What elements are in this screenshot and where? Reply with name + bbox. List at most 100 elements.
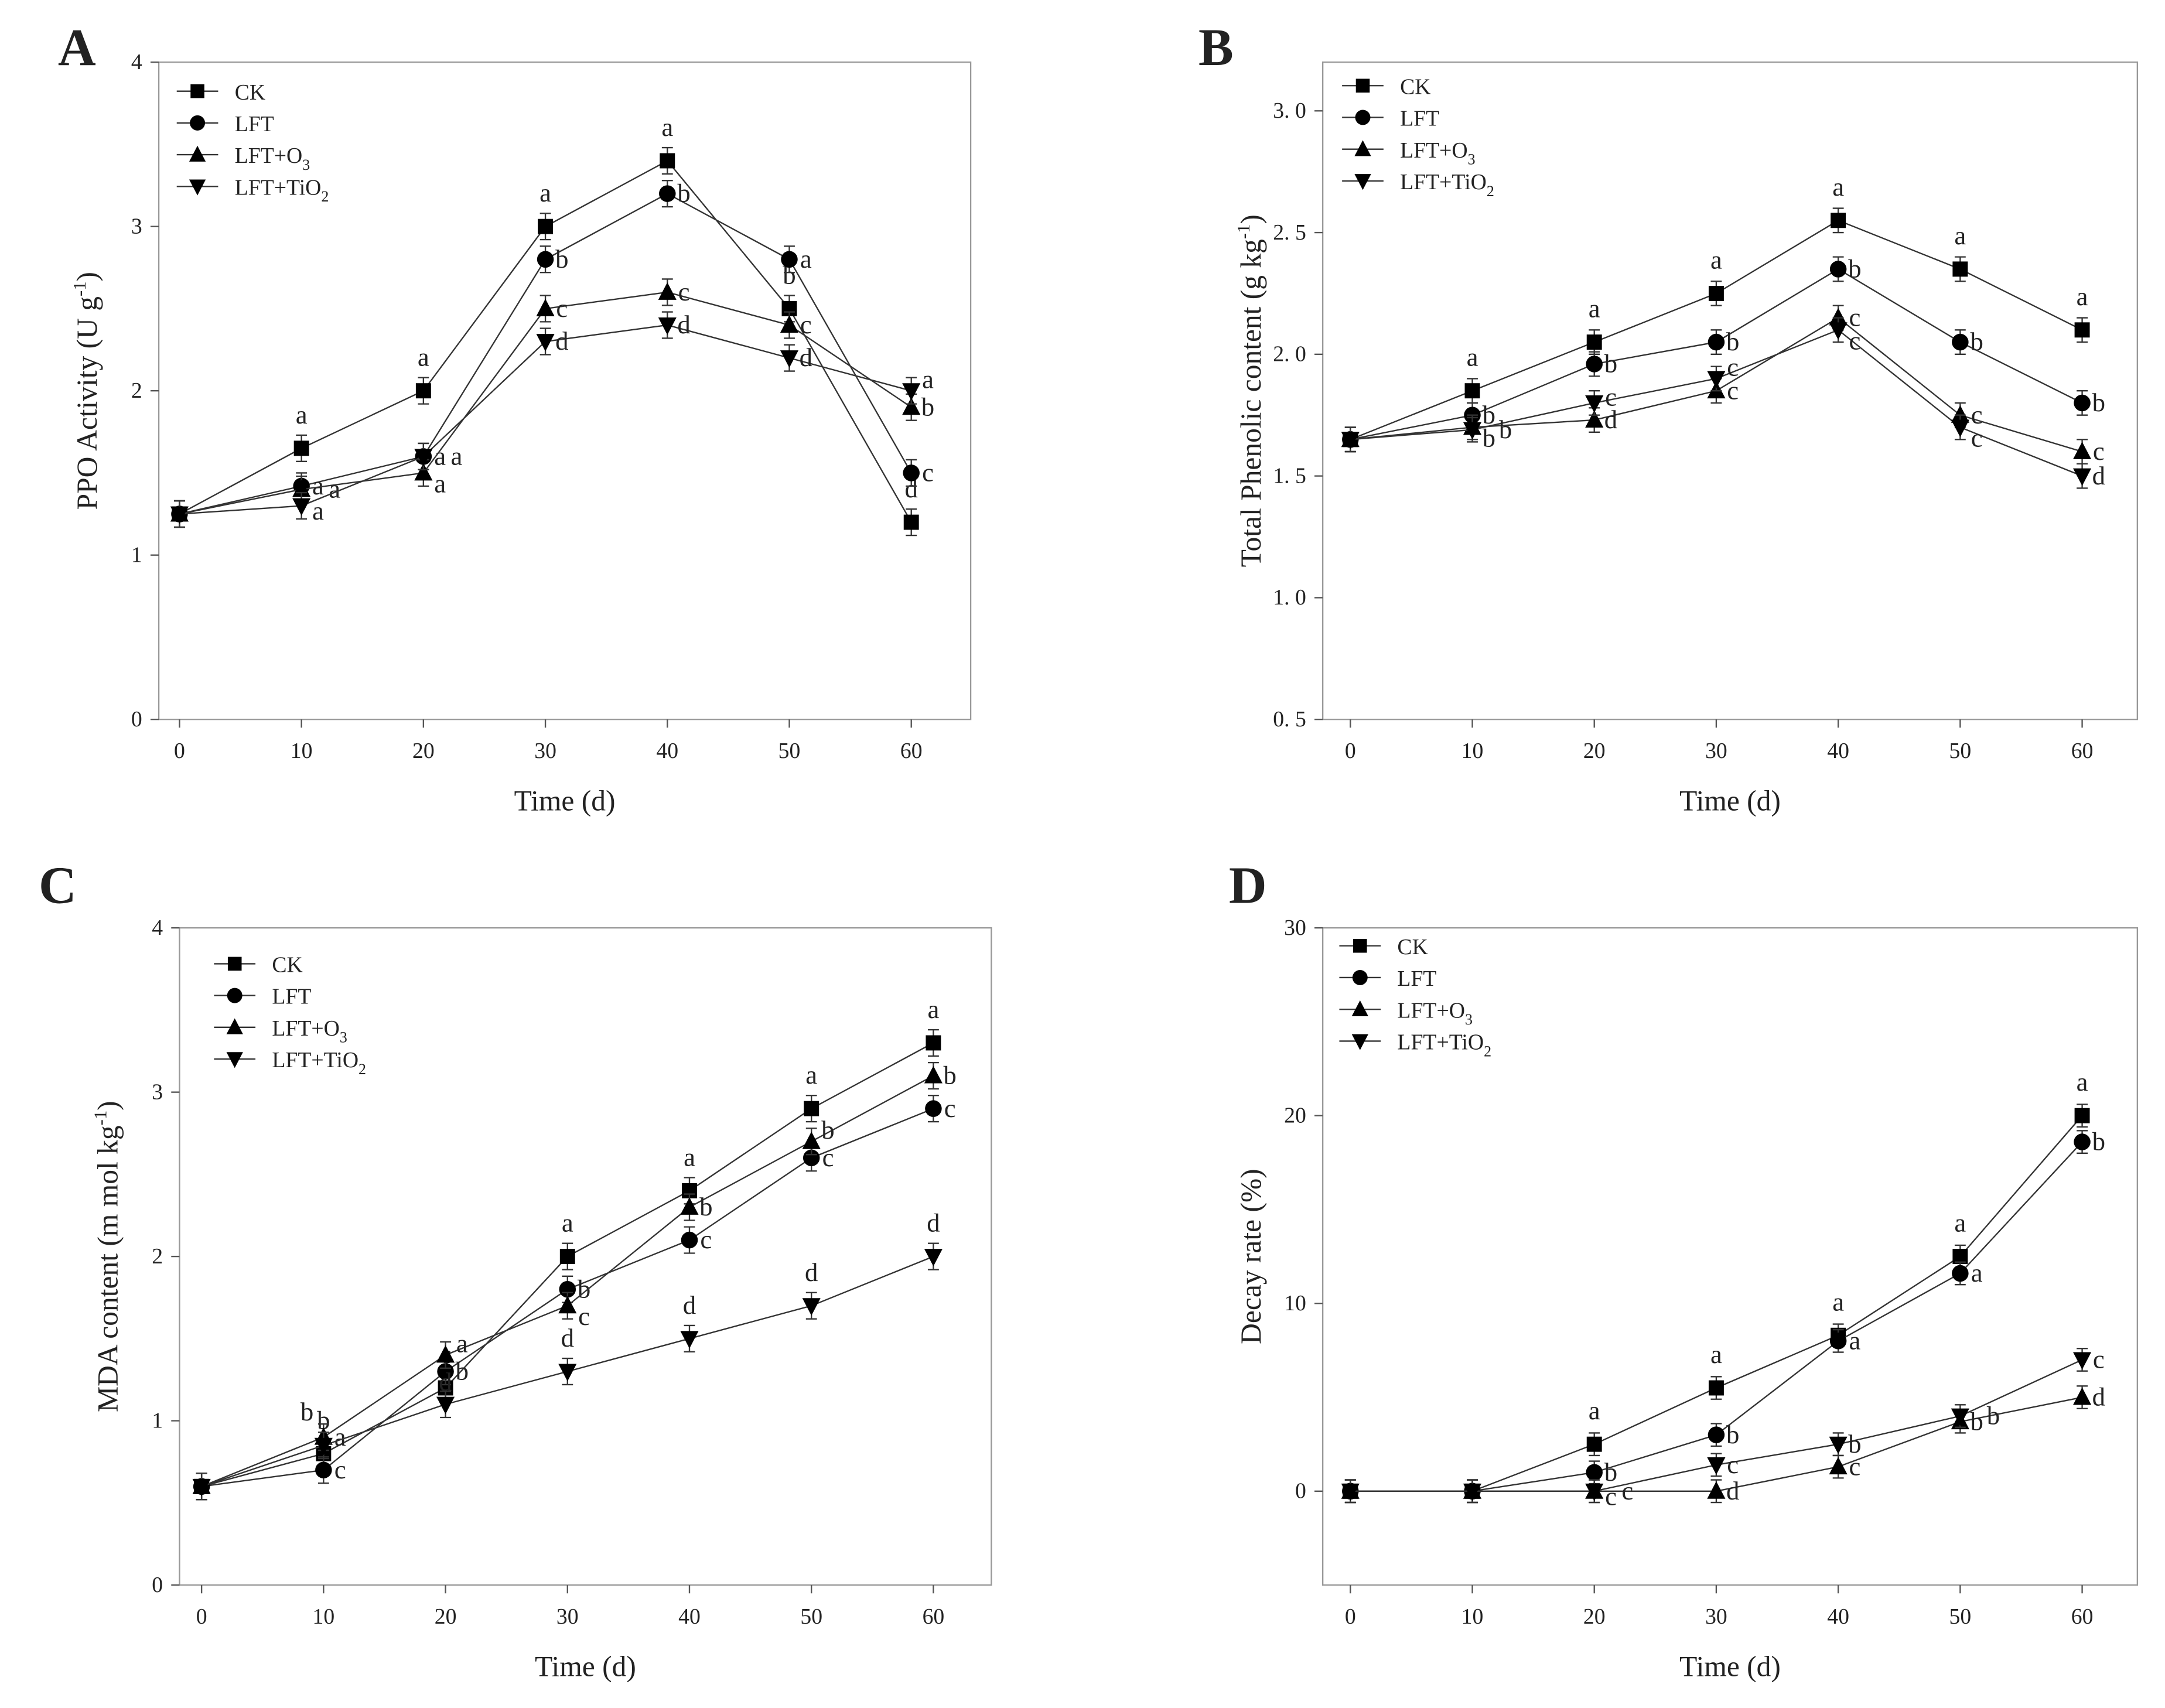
significance-letter: b xyxy=(1970,327,1983,356)
significance-letter: b xyxy=(1483,423,1495,453)
x-tick-label: 20 xyxy=(412,739,435,763)
significance-letter: a xyxy=(2077,1067,2088,1096)
legend-label: LFT+TiO2 xyxy=(235,175,329,205)
legend-label-main: LFT+TiO xyxy=(1400,170,1487,194)
data-point xyxy=(925,1100,942,1117)
legend-marker xyxy=(226,1052,243,1068)
significance-letter: b xyxy=(821,1115,834,1145)
data-point xyxy=(2073,1387,2092,1405)
y-axis-label-sup: -1 xyxy=(70,281,90,296)
data-point xyxy=(1951,405,1969,423)
significance-letter: d xyxy=(800,343,812,372)
data-point xyxy=(558,1364,577,1382)
significance-letter: b xyxy=(699,1192,712,1221)
y-tick-label: 1 xyxy=(131,542,142,567)
significance-letter: d xyxy=(683,1290,696,1320)
x-tick-label: 0 xyxy=(1345,739,1356,763)
x-tick-label: 30 xyxy=(534,739,556,763)
x-tick-label: 0 xyxy=(196,1604,207,1629)
x-tick-label: 50 xyxy=(1949,1604,1972,1629)
y-tick-label: 2. 0 xyxy=(1273,342,1306,367)
x-tick-label: 10 xyxy=(313,1604,335,1629)
legend-label-main: CK xyxy=(272,953,302,978)
significance-letter: b xyxy=(677,179,690,208)
significance-letter: a xyxy=(434,469,446,498)
significance-letter: d xyxy=(555,326,568,356)
data-point xyxy=(1586,1464,1603,1481)
legend-label-main: LFT+TiO xyxy=(1397,1030,1484,1055)
significance-letter: b xyxy=(1604,1457,1617,1487)
y-axis-label: MDA content (m mol kg-1) xyxy=(91,1101,124,1412)
significance-letter: a xyxy=(661,112,673,142)
data-point xyxy=(1585,395,1604,413)
legend-label-sub: 2 xyxy=(1484,1043,1491,1060)
significance-letter: d xyxy=(927,1208,940,1238)
data-point xyxy=(170,506,189,524)
legend-label: LFT+O3 xyxy=(1397,998,1472,1028)
chart-panel-b: B 0 10 20 30 40 50 60 0. 5 1. 0 1. 5 2. 0 2. 5 3. 0 Ti… xyxy=(1198,19,2139,817)
legend-label-main: LFT xyxy=(1400,107,1439,131)
significance-letter: d xyxy=(677,310,690,339)
data-point xyxy=(1585,410,1604,428)
data-point xyxy=(681,1231,698,1249)
legend-label-main: LFT+O xyxy=(235,144,303,168)
data-point xyxy=(1707,371,1726,389)
significance-letter: b xyxy=(1483,400,1495,429)
data-point xyxy=(802,1298,821,1316)
significance-letter: b xyxy=(300,1397,313,1426)
significance-letter: c xyxy=(1621,1476,1633,1505)
significance-letter: a xyxy=(450,442,462,471)
legend-label-sub: 3 xyxy=(302,156,310,173)
data-point xyxy=(1829,1333,1847,1350)
significance-letter: b xyxy=(555,244,568,274)
legend-label-main: CK xyxy=(1397,935,1428,959)
legend-label: LFT+TiO2 xyxy=(272,1048,366,1078)
x-tick-label: 20 xyxy=(1583,739,1606,763)
legend-label: LFT+O3 xyxy=(235,144,310,173)
x-tick-label: 0 xyxy=(174,739,185,763)
significance-letter: a xyxy=(1710,1340,1722,1369)
significance-letter: c xyxy=(822,1143,834,1172)
legend-label-main: LFT+TiO xyxy=(235,175,322,200)
y-tick-label: 0. 5 xyxy=(1273,707,1306,732)
data-point xyxy=(292,498,311,516)
legend-marker xyxy=(1352,970,1368,985)
legend-marker xyxy=(189,179,206,196)
significance-letter: c xyxy=(700,1225,712,1254)
data-point xyxy=(414,463,433,481)
significance-letter: d xyxy=(1604,405,1617,434)
data-point xyxy=(2073,1352,2092,1370)
data-point xyxy=(558,1296,577,1314)
y-axis-label-end: ) xyxy=(1235,214,1267,224)
data-point xyxy=(903,514,919,530)
legend-label-main: LFT+O xyxy=(272,1016,340,1041)
y-axis-label-end: ) xyxy=(91,1101,124,1110)
data-point xyxy=(902,383,921,401)
data-point xyxy=(559,1280,576,1298)
y-tick-label: 2. 5 xyxy=(1273,220,1306,245)
y-tick-label: 0 xyxy=(152,1573,163,1597)
legend-label-main: LFT xyxy=(235,112,274,136)
data-point xyxy=(1708,1380,1724,1396)
significance-letter: b xyxy=(2092,388,2105,417)
y-axis-label-sup: -1 xyxy=(91,1111,111,1126)
data-point xyxy=(192,1478,211,1497)
data-point xyxy=(1951,419,1969,438)
data-point xyxy=(293,440,309,456)
legend-label: LFT xyxy=(1400,107,1439,131)
x-tick-label: 10 xyxy=(1461,739,1484,763)
data-point xyxy=(658,317,677,335)
data-point xyxy=(1829,1457,1848,1475)
data-point xyxy=(2074,394,2091,412)
significance-letter: c xyxy=(2093,436,2105,466)
legend-label: LFT+TiO2 xyxy=(1400,170,1494,200)
data-point xyxy=(436,1345,455,1363)
significance-letter: b xyxy=(456,1357,469,1386)
data-point xyxy=(802,1131,821,1149)
significance-letter: d xyxy=(2092,461,2105,490)
chart-panel-d: D 0 10 20 30 40 50 60 0 10 20 30 Time (d) Decay rate … xyxy=(1229,857,2139,1683)
